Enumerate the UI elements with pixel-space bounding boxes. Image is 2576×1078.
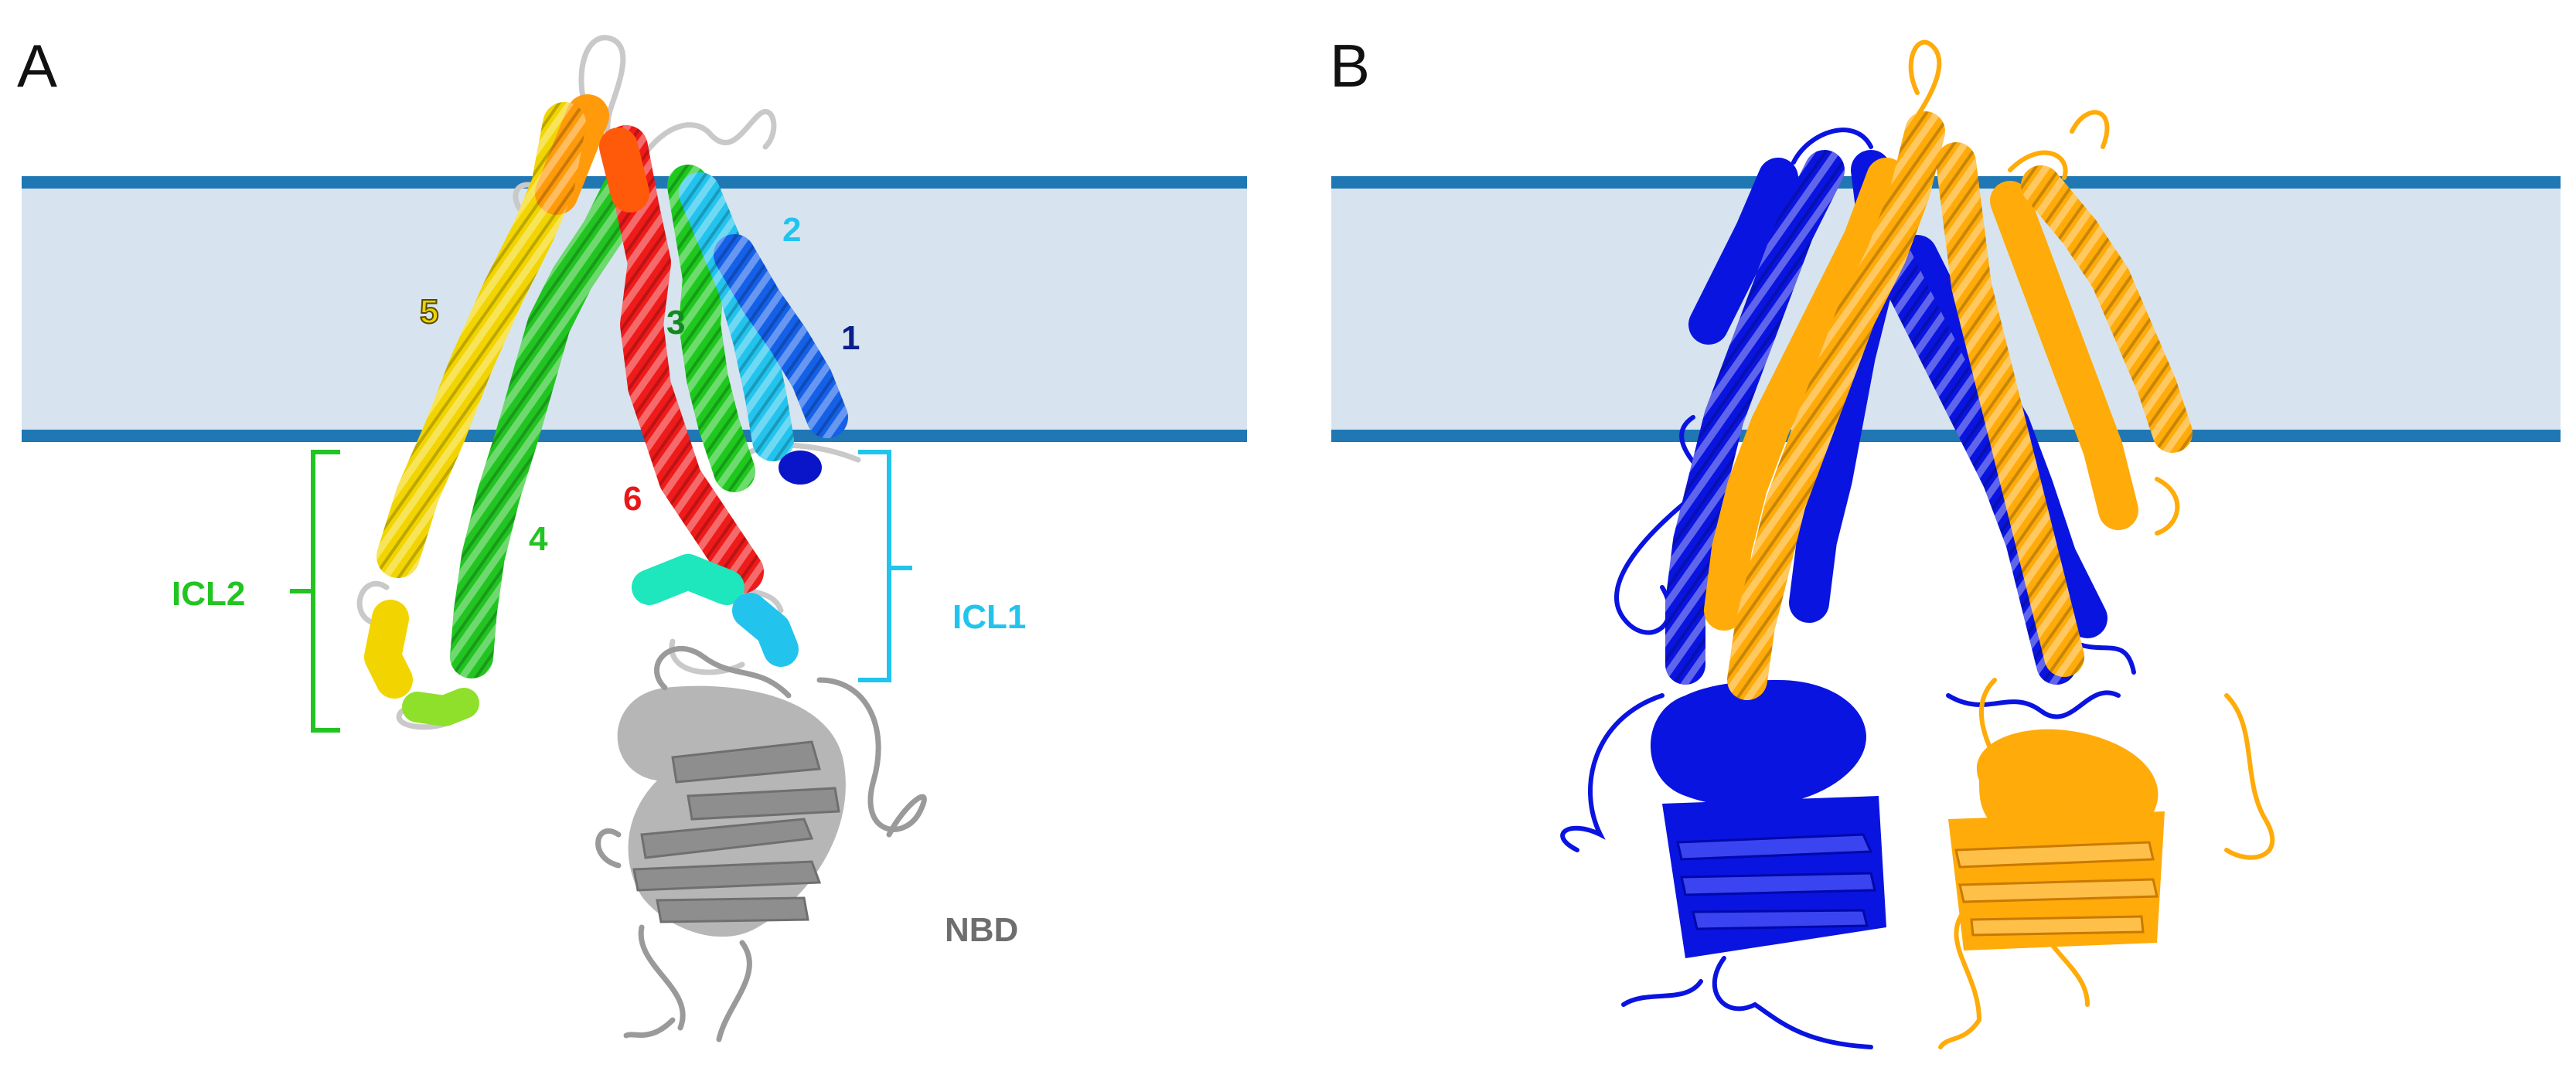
region-label-icl1: ICL1 [952,598,1026,636]
helix-1-end-a [779,451,822,485]
helix-5-lower-a [364,600,413,699]
helix-label-6: 6 [623,480,642,518]
panel-a: A [17,32,1247,1042]
chain-orange-b [1704,39,2275,1049]
region-label-nbd: NBD [945,911,1018,949]
helix-label-4: 4 [529,520,548,558]
icl1-bracket [858,450,912,682]
membrane-a-bottom-border [22,430,1247,442]
helix-4-turn-a [402,688,479,726]
icl2-bracket [290,450,340,733]
panel-letter-a: A [17,32,57,100]
helix-label-1: 1 [841,319,860,357]
helix-label-5: 5 [420,293,438,331]
helix-label-3: 3 [666,304,685,342]
membrane-b-bottom-border [1331,430,2561,442]
icl1-helix-b [732,593,799,667]
region-label-icl2: ICL2 [172,575,245,613]
icl1-helix-a [632,554,745,605]
panel-b: B [1330,32,2561,1049]
helix-label-2: 2 [782,211,801,249]
nbd-domain-a [595,645,927,1042]
helices-a [364,94,848,726]
panel-letter-b: B [1330,32,1370,100]
helix-6-top-a [599,128,649,213]
